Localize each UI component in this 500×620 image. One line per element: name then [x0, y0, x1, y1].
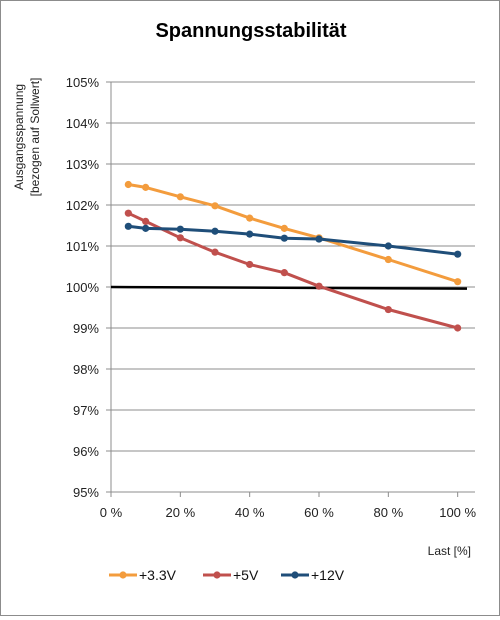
- data-point-33v-4: [246, 214, 254, 222]
- data-point-33v-5: [280, 224, 288, 232]
- y-axis-label-line-2: [bezogen auf Sollwert]: [28, 78, 42, 197]
- data-point-12v-0: [124, 222, 132, 230]
- data-point-33v-7: [384, 255, 392, 264]
- legend: +3.3V +5V +12V: [109, 567, 345, 583]
- y-tick-label-0: 95%: [73, 485, 99, 500]
- x-axis-label: Last [%]: [428, 544, 471, 558]
- reference-line-100: [110, 285, 468, 290]
- data-point-12v-7: [384, 242, 392, 250]
- data-point-5v-4: [246, 260, 254, 269]
- data-point-5v-6: [315, 282, 323, 290]
- x-tick-label-3: 60 %: [304, 505, 334, 520]
- data-point-12v-2: [176, 225, 184, 233]
- data-point-5v-5: [280, 269, 288, 277]
- data-point-12v-8: [454, 250, 462, 258]
- y-tick-label-8: 103%: [66, 157, 100, 172]
- series-group: [124, 180, 462, 332]
- tick-labels: 95% 96% 97% 98% 99% 100% 101% 102% 103% 104% 105% 0…: [66, 75, 477, 520]
- y-tick-label-1: 96%: [73, 444, 99, 459]
- y-tick-label-7: 102%: [66, 198, 100, 213]
- data-point-5v-8: [454, 324, 462, 332]
- y-tick-label-4: 99%: [73, 321, 99, 336]
- y-axis-label: Ausgangsspannung [bezogen auf Sollwert]: [12, 78, 42, 197]
- chart-title: Spannungsstabilität: [155, 20, 346, 42]
- y-tick-label-6: 101%: [66, 239, 100, 254]
- legend-label-5v: +5V: [233, 567, 259, 583]
- x-tick-label-0: 0 %: [100, 505, 123, 520]
- y-tick-label-3: 98%: [73, 362, 99, 377]
- y-tick-label-5: 100%: [66, 280, 100, 295]
- reference-line-group: [110, 285, 468, 290]
- data-point-5v-7: [384, 305, 392, 314]
- legend-swatch-marker-5v: [213, 571, 221, 579]
- data-point-12v-4: [246, 230, 254, 238]
- data-point-5v-3: [211, 248, 219, 256]
- data-point-5v-1: [142, 217, 150, 225]
- data-point-33v-1: [142, 183, 150, 191]
- y-tick-label-9: 104%: [66, 116, 100, 131]
- data-point-12v-1: [142, 224, 150, 232]
- y-tick-label-2: 97%: [73, 403, 99, 418]
- data-point-12v-3: [211, 227, 219, 235]
- y-tick-label-10: 105%: [66, 75, 100, 90]
- x-tick-label-4: 80 %: [374, 505, 404, 520]
- y-axis-label-line-1: Ausgangsspannung: [12, 84, 26, 190]
- data-point-12v-5: [280, 234, 288, 242]
- x-tick-label-1: 20 %: [166, 505, 196, 520]
- legend-swatch-marker-33v: [119, 571, 127, 579]
- data-point-5v-0: [124, 209, 132, 217]
- data-point-33v-3: [211, 202, 219, 210]
- legend-swatch-marker-12v: [291, 571, 299, 579]
- x-tick-label-5: 100 %: [439, 505, 476, 520]
- data-point-12v-6: [315, 235, 323, 243]
- data-point-33v-2: [176, 193, 184, 201]
- data-point-5v-2: [176, 234, 184, 242]
- data-point-33v-0: [124, 180, 132, 189]
- legend-label-12v: +12V: [311, 567, 345, 583]
- legend-label-33v: +3.3V: [139, 567, 177, 583]
- data-point-33v-8: [454, 278, 462, 286]
- x-tick-label-2: 40 %: [235, 505, 265, 520]
